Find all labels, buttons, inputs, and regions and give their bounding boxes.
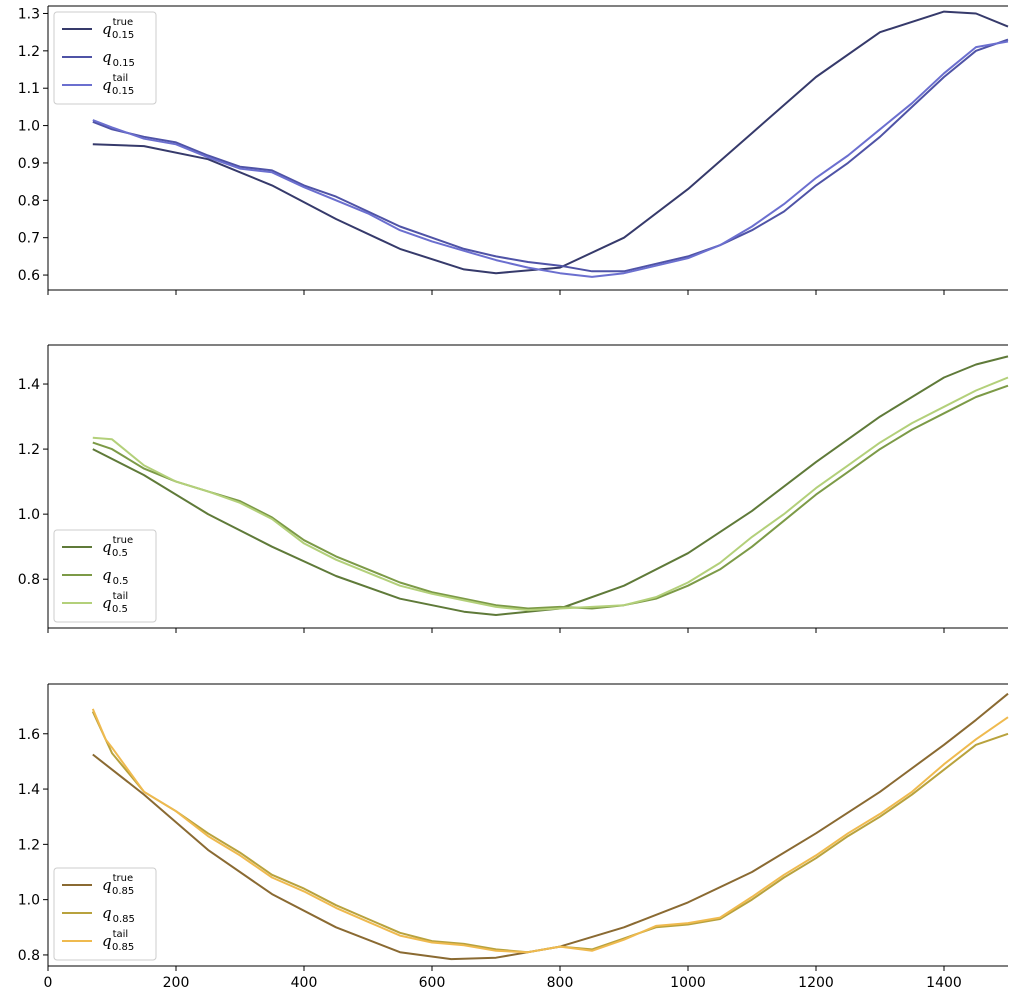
y-tick-label: 0.6 [18, 268, 40, 284]
y-tick-label: 0.9 [18, 156, 40, 172]
y-tick-label: 0.7 [18, 231, 40, 247]
y-tick-label: 1.0 [18, 507, 40, 523]
y-tick-label: 1.2 [18, 837, 40, 853]
y-tick-label: 1.0 [18, 119, 40, 135]
x-tick-label: 1400 [926, 975, 962, 991]
legend-label: qtrue 0.15 [102, 17, 134, 41]
y-tick-label: 0.8 [18, 572, 40, 588]
legend-label: qtail 0.5 [102, 591, 128, 615]
legend-label: qtrue 0.5 [102, 535, 133, 559]
legend-label: qtail 0.85 [102, 929, 134, 953]
y-tick-label: 1.3 [18, 6, 40, 22]
series-line-q-0-5 [92, 384, 1009, 610]
series-line-q-tail-0-15 [92, 40, 1009, 278]
x-tick-label: 800 [547, 975, 574, 991]
x-tick-label: 200 [163, 975, 190, 991]
x-tick-label: 1200 [798, 975, 834, 991]
legend-frame [53, 867, 157, 961]
legend-frame [53, 529, 157, 623]
legend-label: qtail 0.15 [102, 73, 134, 97]
middle-panel: 0.8 1.0 1.2 1.4 qtrue 0.5 q0.5 qtail 0.5 [18, 344, 1009, 633]
legend-label: q0.85 [102, 904, 135, 925]
legend-label: qtrue 0.85 [102, 873, 134, 897]
legend: qtrue 0.85 q0.85 qtail 0.85 [53, 867, 157, 961]
series-line-q-true-0-15 [92, 10, 1009, 275]
x-tick-label: 400 [291, 975, 318, 991]
y-tick-label: 1.2 [18, 442, 40, 458]
series-line-q-true-0-85 [92, 692, 1009, 961]
y-tick-label: 1.4 [18, 377, 40, 393]
y-tick-label: 1.2 [18, 44, 40, 60]
y-tick-label: 0.8 [18, 948, 40, 964]
legend-label: q0.5 [102, 566, 129, 587]
legend: qtrue 0.5 q0.5 qtail 0.5 [53, 529, 157, 623]
legend-label: q0.15 [102, 48, 135, 69]
series-line-q-0-15 [92, 38, 1009, 273]
legend: qtrue 0.15 q0.15 qtail 0.15 [53, 11, 157, 105]
series-line-q-tail-0-85 [91, 708, 1009, 954]
y-tick-label: 0.8 [18, 193, 40, 209]
x-tick-label: 0 [44, 975, 53, 991]
x-tick-label: 600 [419, 975, 446, 991]
y-tick-label: 1.6 [18, 727, 40, 743]
series-line-q-0-85 [91, 711, 1009, 954]
y-tick-label: 1.4 [18, 782, 40, 798]
x-tick-label: 1000 [670, 975, 706, 991]
series-line-q-true-0-5 [92, 355, 1009, 616]
legend-frame [53, 11, 157, 105]
y-tick-label: 1.0 [18, 893, 40, 909]
series-line-q-tail-0-5 [92, 376, 1009, 612]
bottom-panel: 0.8 1.0 1.2 1.4 1.6 0 200 400 600 800 1000 1200 1400… [18, 683, 1009, 991]
y-tick-label: 1.1 [18, 81, 40, 97]
